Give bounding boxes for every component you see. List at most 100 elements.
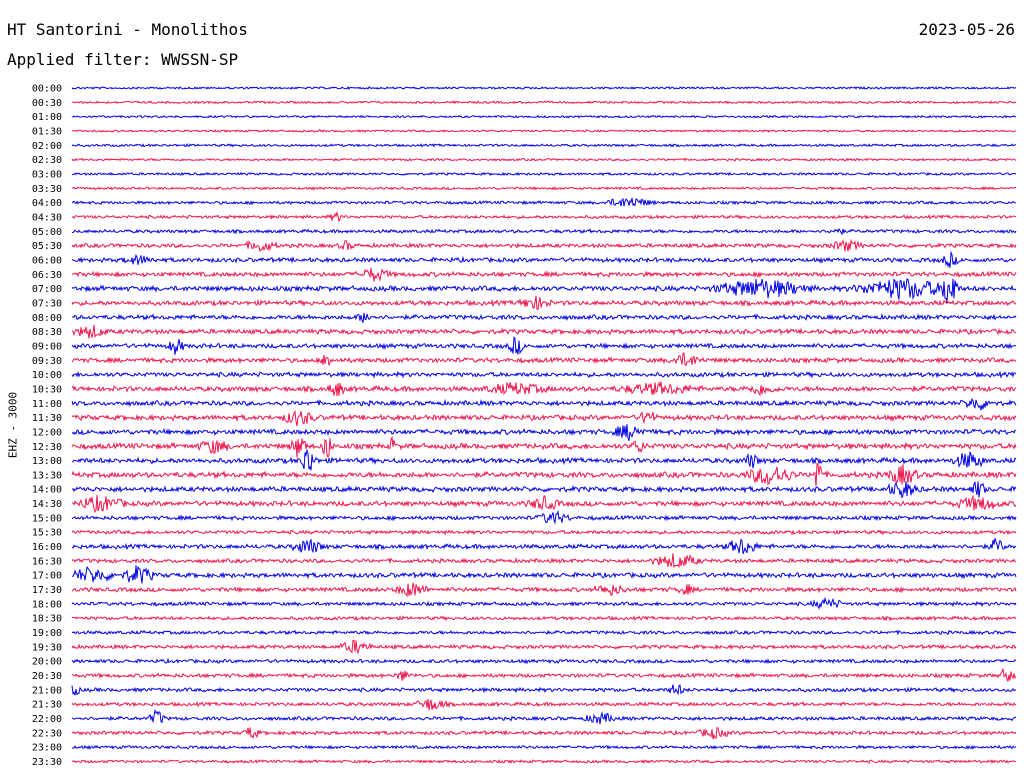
trace-0130 <box>71 129 1017 133</box>
trace-0230 <box>71 157 1017 162</box>
trace-0300 <box>71 171 1017 177</box>
time-tick-labels: 00:00 00:30 01:00 01:30 02:00 02:30 03:00 03:30… <box>32 84 62 769</box>
trace-0700 <box>71 278 1017 304</box>
tick-label-0730: 07:30 <box>32 298 62 309</box>
tick-label-2030: 20:30 <box>32 671 62 682</box>
trace-0930 <box>71 352 1017 367</box>
tick-label-1230: 12:30 <box>32 442 62 453</box>
tick-label-1930: 19:30 <box>32 642 62 653</box>
tick-label-0700: 07:00 <box>32 284 62 295</box>
trace-0430 <box>71 210 1017 223</box>
trace-0030 <box>71 100 1017 105</box>
trace-0630 <box>71 267 1017 282</box>
tick-label-0030: 00:30 <box>32 98 62 109</box>
trace-2330 <box>71 758 1017 765</box>
tick-label-0500: 05:00 <box>32 227 62 238</box>
tick-label-0400: 04:00 <box>32 198 62 209</box>
trace-1000 <box>71 370 1017 379</box>
tick-label-0830: 08:30 <box>32 327 62 338</box>
tick-label-1700: 17:00 <box>32 571 62 582</box>
tick-label-1100: 11:00 <box>32 399 62 410</box>
trace-1200 <box>71 424 1017 442</box>
trace-1030 <box>71 381 1017 397</box>
tick-label-0530: 05:30 <box>32 241 62 252</box>
trace-0730 <box>71 295 1017 311</box>
trace-2130 <box>71 699 1017 711</box>
tick-label-1800: 18:00 <box>32 599 62 610</box>
tick-label-2100: 21:00 <box>32 685 62 696</box>
trace-2300 <box>71 744 1017 750</box>
tick-label-1030: 10:30 <box>32 384 62 395</box>
tick-label-1530: 15:30 <box>32 528 62 539</box>
tick-label-1600: 16:00 <box>32 542 62 553</box>
tick-label-1400: 14:00 <box>32 485 62 496</box>
tick-label-0800: 08:00 <box>32 313 62 324</box>
tick-label-1300: 13:00 <box>32 456 62 467</box>
trace-0600 <box>71 250 1017 268</box>
trace-0800 <box>71 312 1017 323</box>
trace-1900 <box>71 629 1017 636</box>
filter-label: Applied filter: WWSSN-SP <box>7 50 239 69</box>
trace-1600 <box>71 538 1017 554</box>
tick-label-1130: 11:30 <box>32 413 62 424</box>
trace-2030 <box>71 668 1017 682</box>
trace-2230 <box>71 727 1017 740</box>
tick-label-2300: 23:00 <box>32 743 62 754</box>
trace-1230 <box>71 435 1017 459</box>
trace-1300 <box>71 449 1017 471</box>
tick-label-0230: 02:30 <box>32 155 62 166</box>
tick-label-1830: 18:30 <box>32 614 62 625</box>
tick-label-1200: 12:00 <box>32 427 62 438</box>
trace-2100 <box>71 684 1017 696</box>
tick-label-0930: 09:30 <box>32 356 62 367</box>
trace-1430 <box>71 494 1017 514</box>
trace-1330 <box>71 462 1017 487</box>
tick-label-1430: 14:30 <box>32 499 62 510</box>
tick-label-1730: 17:30 <box>32 585 62 596</box>
tick-label-1330: 13:30 <box>32 470 62 481</box>
trace-1800 <box>71 596 1017 610</box>
tick-label-0130: 01:30 <box>32 126 62 137</box>
trace-2000 <box>71 657 1017 665</box>
tick-label-2230: 22:30 <box>32 728 62 739</box>
trace-0330 <box>71 185 1017 191</box>
tick-label-1630: 16:30 <box>32 556 62 567</box>
tick-label-1000: 10:00 <box>32 370 62 381</box>
trace-1130 <box>71 410 1017 427</box>
trace-1100 <box>71 397 1017 411</box>
trace-1930 <box>71 639 1017 655</box>
trace-0400 <box>71 197 1017 207</box>
tick-label-0600: 06:00 <box>32 255 62 266</box>
tick-label-2000: 20:00 <box>32 657 62 668</box>
seismogram-traces <box>71 86 1017 765</box>
trace-0530 <box>71 238 1017 252</box>
trace-1530 <box>71 529 1017 536</box>
trace-0830 <box>71 324 1017 339</box>
record-date: 2023-05-26 <box>918 20 1015 39</box>
tick-label-0900: 09:00 <box>32 341 62 352</box>
trace-1730 <box>71 582 1017 598</box>
trace-0900 <box>71 336 1017 355</box>
trace-0500 <box>72 227 1017 236</box>
trace-0000 <box>71 86 1017 90</box>
trace-0100 <box>71 114 1017 119</box>
tick-label-1500: 15:00 <box>32 513 62 524</box>
trace-2200 <box>71 708 1017 725</box>
tick-label-0300: 03:00 <box>32 169 62 180</box>
tick-label-0630: 06:30 <box>32 270 62 281</box>
trace-1400 <box>71 481 1017 499</box>
tick-label-0100: 01:00 <box>32 112 62 123</box>
tick-label-0200: 02:00 <box>32 141 62 152</box>
tick-label-0430: 04:30 <box>32 212 62 223</box>
trace-1630 <box>71 553 1017 569</box>
tick-label-2330: 23:30 <box>32 757 62 768</box>
tick-label-2200: 22:00 <box>32 714 62 725</box>
tick-label-0000: 00:00 <box>32 84 62 95</box>
trace-0200 <box>71 143 1017 148</box>
tick-label-2130: 21:30 <box>32 700 62 711</box>
trace-1700 <box>71 565 1017 584</box>
station-title: HT Santorini - Monolithos <box>7 20 248 39</box>
trace-1830 <box>71 615 1017 622</box>
trace-1500 <box>71 509 1017 525</box>
